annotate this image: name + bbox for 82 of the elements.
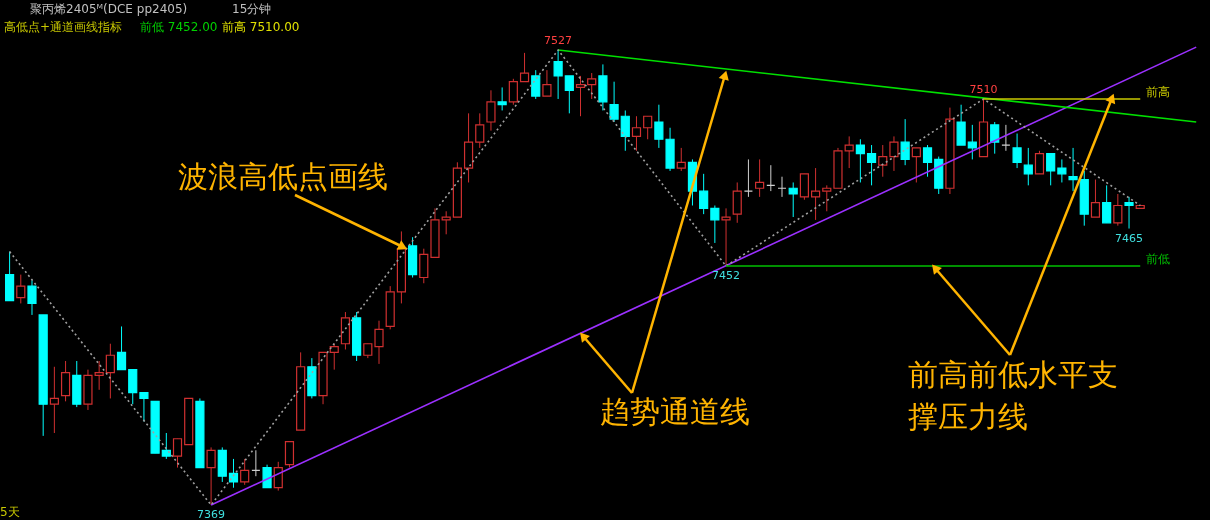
candlestick bbox=[990, 121, 1000, 155]
candlestick bbox=[889, 135, 899, 172]
candlestick bbox=[755, 158, 765, 198]
candlestick bbox=[1113, 193, 1123, 227]
candlestick bbox=[721, 207, 731, 267]
candlestick bbox=[1068, 147, 1078, 192]
candlestick bbox=[486, 89, 496, 132]
candlestick bbox=[139, 392, 149, 422]
annotation: 5天 bbox=[0, 505, 20, 519]
candlestick bbox=[519, 52, 530, 83]
candlestick bbox=[105, 343, 115, 399]
candlestick bbox=[900, 118, 910, 166]
candlestick bbox=[643, 115, 653, 140]
candlestick bbox=[564, 75, 574, 114]
text: 高低点+通道画线指标 bbox=[4, 20, 123, 34]
candlestick bbox=[228, 458, 239, 489]
series-label: 前低 bbox=[1146, 251, 1171, 266]
candlestick bbox=[1012, 133, 1022, 169]
candlestick bbox=[128, 369, 138, 405]
candlestick bbox=[967, 124, 977, 160]
candlestick bbox=[116, 325, 127, 371]
chart-subtitle: 15分钟 bbox=[232, 2, 272, 16]
annotation: 前高前低水平支 bbox=[908, 357, 1118, 392]
candlestick bbox=[799, 173, 809, 201]
candlestick bbox=[419, 248, 429, 284]
candlestick bbox=[284, 441, 295, 469]
candlestick bbox=[855, 138, 865, 183]
candlestick bbox=[710, 205, 720, 244]
candlestick bbox=[206, 446, 216, 506]
candlestick bbox=[508, 78, 518, 106]
series-label: 前高 bbox=[1146, 84, 1171, 99]
candlestick bbox=[172, 438, 183, 469]
candlestick bbox=[732, 181, 742, 224]
candlestick bbox=[497, 86, 507, 111]
candlestick bbox=[1057, 158, 1067, 183]
annotation: 7465 bbox=[1115, 231, 1144, 245]
candlestick bbox=[1090, 179, 1101, 218]
candlestick bbox=[49, 366, 59, 434]
candlestick bbox=[441, 210, 451, 235]
candlestick bbox=[788, 181, 798, 218]
annotation: 波浪高低点画线 bbox=[178, 159, 388, 194]
candlestick bbox=[374, 320, 384, 365]
annotation: 趋势通道线 bbox=[600, 394, 750, 429]
candlestick bbox=[1102, 184, 1112, 224]
annotation: 7527 bbox=[544, 34, 573, 47]
candlestick bbox=[956, 104, 966, 146]
candlestick bbox=[878, 144, 888, 178]
candlestick bbox=[620, 109, 630, 152]
candlestick bbox=[60, 360, 71, 402]
candlestick bbox=[911, 147, 921, 183]
candlestick bbox=[161, 432, 171, 460]
candlestick bbox=[1023, 147, 1033, 186]
candlestick bbox=[587, 72, 597, 100]
candlestick bbox=[1124, 196, 1134, 230]
candlestick bbox=[631, 115, 642, 152]
candlestick bbox=[27, 279, 37, 316]
annotation: 7452 bbox=[712, 268, 741, 282]
candlestick bbox=[575, 75, 586, 117]
candlestick bbox=[922, 144, 933, 178]
candlestick bbox=[329, 343, 339, 371]
text: 前高 7510.00 bbox=[222, 20, 300, 34]
candlestick bbox=[475, 112, 485, 149]
candlestick bbox=[1046, 153, 1056, 186]
candlestick bbox=[844, 135, 854, 169]
candlestick bbox=[609, 81, 619, 123]
chart-title: 聚丙烯2405ᴹ(DCE pp2405) bbox=[30, 2, 188, 16]
candlestick bbox=[866, 144, 877, 186]
candlestick bbox=[1034, 150, 1045, 175]
annotation: 撑压力线 bbox=[908, 399, 1028, 434]
text: 前低 7452.00 bbox=[140, 20, 218, 34]
annotation: 7510 bbox=[969, 82, 998, 96]
candlestick bbox=[542, 69, 552, 97]
candlestick bbox=[553, 49, 563, 100]
candlestick bbox=[699, 173, 709, 215]
candlestick bbox=[822, 184, 832, 212]
candlestick bbox=[676, 147, 686, 172]
annotation: 7369 bbox=[197, 508, 226, 520]
candlestick bbox=[94, 360, 104, 391]
candlestick bbox=[531, 69, 541, 100]
candlestick bbox=[240, 458, 250, 486]
candlestick bbox=[16, 274, 26, 304]
candlestick bbox=[810, 167, 821, 221]
